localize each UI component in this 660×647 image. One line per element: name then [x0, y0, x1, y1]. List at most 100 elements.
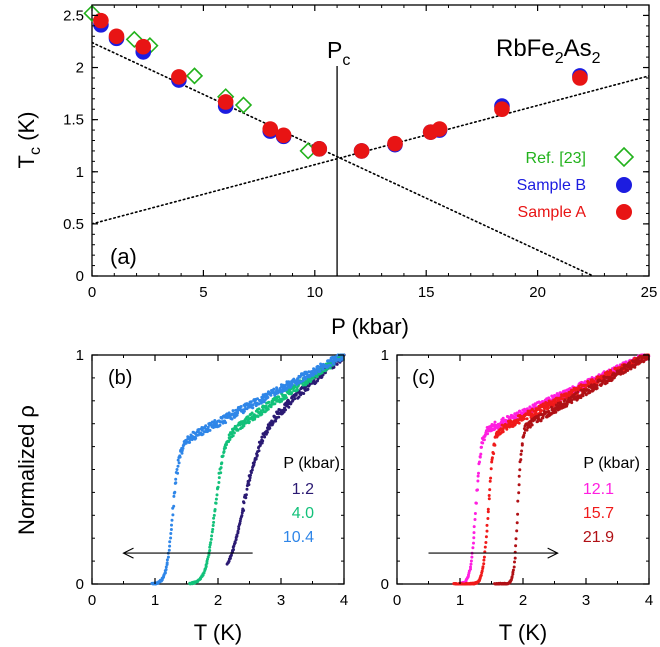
- data-point: [174, 477, 178, 481]
- data-point: [213, 419, 217, 422]
- data-point: [254, 457, 258, 461]
- data-point: [517, 491, 521, 495]
- data-point: [472, 541, 475, 545]
- data-point: [219, 466, 223, 470]
- series-3-point: [387, 135, 403, 152]
- data-point: [164, 568, 168, 572]
- data-point: [247, 483, 251, 487]
- panel-b-legend-2: 4.0: [292, 505, 314, 522]
- data-point: [230, 417, 234, 421]
- data-point: [482, 555, 486, 559]
- data-point: [164, 565, 168, 569]
- data-point: [169, 536, 173, 540]
- data-point: [513, 556, 517, 560]
- data-point: [296, 388, 299, 392]
- data-point: [516, 512, 520, 516]
- data-point: [165, 561, 169, 565]
- data-point: [217, 476, 221, 480]
- data-point: [165, 558, 169, 562]
- data-point: [269, 393, 273, 397]
- data-point: [540, 409, 543, 412]
- data-point: [485, 529, 489, 533]
- data-point: [289, 401, 293, 405]
- data-point: [510, 575, 514, 579]
- y-tick-label: 0: [76, 268, 84, 285]
- data-point: [284, 408, 287, 412]
- data-point: [260, 411, 264, 415]
- data-point: [299, 380, 303, 384]
- data-point: [248, 478, 252, 482]
- panel-b-legend-title: P (kbar): [283, 455, 340, 472]
- x-tick-label: 5: [199, 284, 207, 301]
- data-point: [477, 471, 480, 475]
- data-point: [469, 559, 473, 563]
- panel-b-legend-1: 1.2: [292, 481, 314, 498]
- data-point: [169, 528, 173, 531]
- series-3-point: [311, 141, 328, 157]
- data-point: [514, 544, 518, 548]
- data-point: [212, 516, 216, 520]
- data-point: [304, 377, 308, 381]
- panel-c-legend-title: P (kbar): [583, 455, 640, 472]
- y-tick-label: 2: [76, 60, 84, 77]
- data-point: [481, 441, 485, 445]
- data-point: [263, 435, 267, 439]
- data-point: [486, 510, 490, 514]
- series-3-point: [572, 70, 588, 86]
- data-point: [242, 424, 246, 428]
- data-point: [469, 562, 473, 566]
- data-point: [478, 460, 481, 464]
- data-point: [516, 499, 520, 503]
- data-point: [247, 420, 251, 424]
- data-point: [216, 485, 220, 489]
- data-point: [301, 379, 305, 383]
- series-3-point: [93, 12, 109, 29]
- y-tick-label: 0: [76, 576, 84, 593]
- data-point: [472, 525, 476, 529]
- data-point: [478, 455, 482, 459]
- series-3-point: [262, 121, 279, 137]
- data-point: [518, 468, 522, 472]
- data-point: [245, 487, 249, 491]
- legend-label-sample-b: Sample B: [517, 177, 586, 194]
- data-point: [201, 432, 205, 436]
- data-point: [168, 540, 172, 544]
- data-point: [332, 362, 336, 366]
- data-point: [335, 362, 339, 366]
- data-point: [178, 455, 182, 459]
- y-tick-label: 1: [76, 347, 84, 364]
- panel-a-label: (a): [110, 244, 137, 269]
- panel-b-legend-3: 10.4: [283, 529, 314, 546]
- data-point: [280, 399, 283, 403]
- x-tick-label: 4: [645, 592, 653, 609]
- data-point: [266, 396, 270, 399]
- series-3-point: [275, 127, 292, 144]
- data-point: [554, 410, 558, 414]
- series-1-point: [125, 30, 143, 49]
- data-point: [242, 501, 246, 505]
- pc-annotation: Pc: [327, 37, 350, 69]
- data-point: [487, 497, 491, 501]
- data-point: [171, 513, 175, 517]
- data-point: [248, 476, 252, 480]
- data-point: [265, 430, 269, 434]
- data-point: [177, 461, 181, 465]
- data-point: [471, 546, 475, 550]
- data-point: [482, 558, 486, 562]
- panel-b-ticks: 0 1 2 3 4 0 1: [76, 347, 349, 609]
- data-point: [261, 439, 265, 443]
- panel-b-label: (b): [108, 367, 132, 389]
- panel-b-ylabel: Normalized ρ: [14, 405, 39, 535]
- data-point: [570, 401, 574, 405]
- data-point: [311, 376, 315, 380]
- data-point: [479, 452, 483, 456]
- x-tick-label: 10: [306, 284, 323, 301]
- data-point: [570, 398, 574, 402]
- y-tick-label: 1.5: [63, 112, 84, 129]
- panel-c-ticks: 0 1 2 3 4 0 1: [381, 347, 654, 609]
- data-point: [168, 544, 172, 548]
- data-point: [533, 412, 537, 416]
- data-point: [329, 364, 333, 367]
- x-tick-label: 0: [88, 592, 96, 609]
- y-tick-label: 0.5: [63, 216, 84, 233]
